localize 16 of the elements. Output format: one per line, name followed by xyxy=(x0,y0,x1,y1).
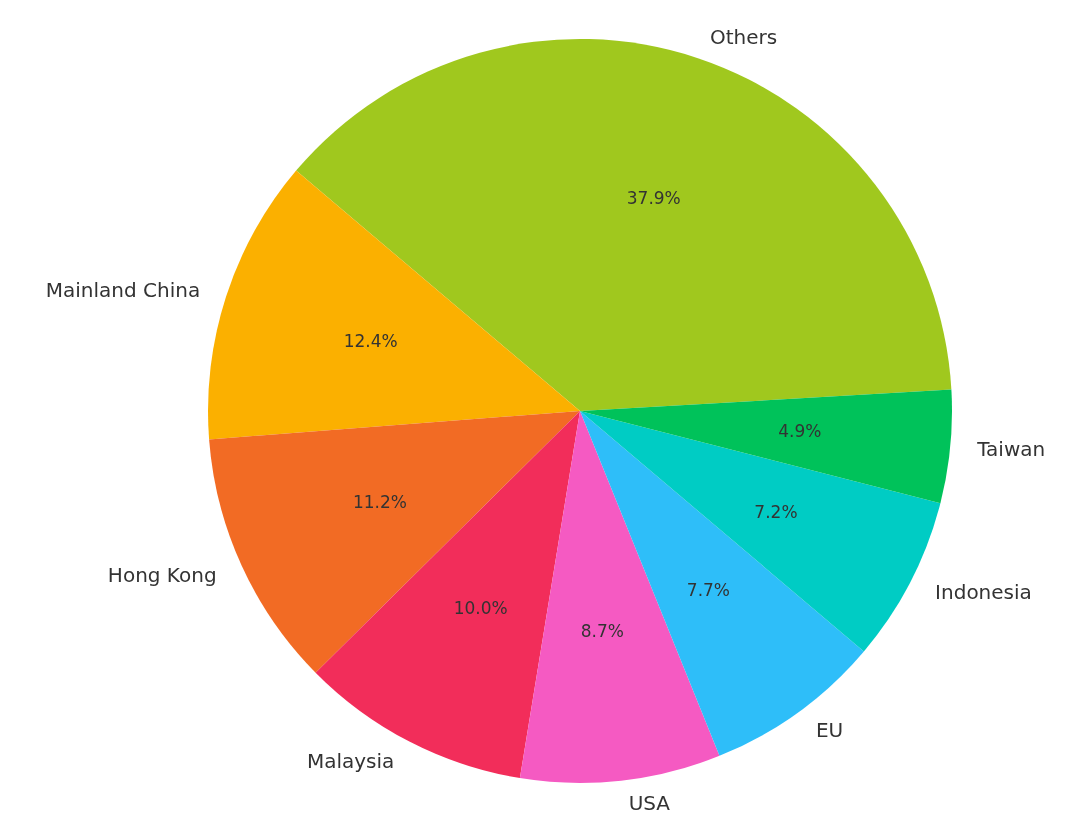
data-label: 10.0% xyxy=(453,597,508,618)
slice-label: Malaysia xyxy=(306,749,395,774)
data-label: 12.4% xyxy=(343,330,398,351)
slice-label: Others xyxy=(709,25,778,50)
data-label: 4.9% xyxy=(778,420,822,441)
data-label: 7.2% xyxy=(754,501,798,522)
slice-label: Mainland China xyxy=(45,277,201,302)
data-label: 7.7% xyxy=(686,580,731,601)
slice-label: Taiwan xyxy=(976,436,1046,461)
slice-label: Hong Kong xyxy=(107,562,217,587)
data-label: 8.7% xyxy=(580,621,624,642)
data-label: 37.9% xyxy=(626,187,681,208)
data-label: 11.2% xyxy=(352,492,407,513)
slice-label: USA xyxy=(628,790,671,815)
slice-label: Indonesia xyxy=(935,579,1032,604)
slice-label: EU xyxy=(815,718,844,743)
